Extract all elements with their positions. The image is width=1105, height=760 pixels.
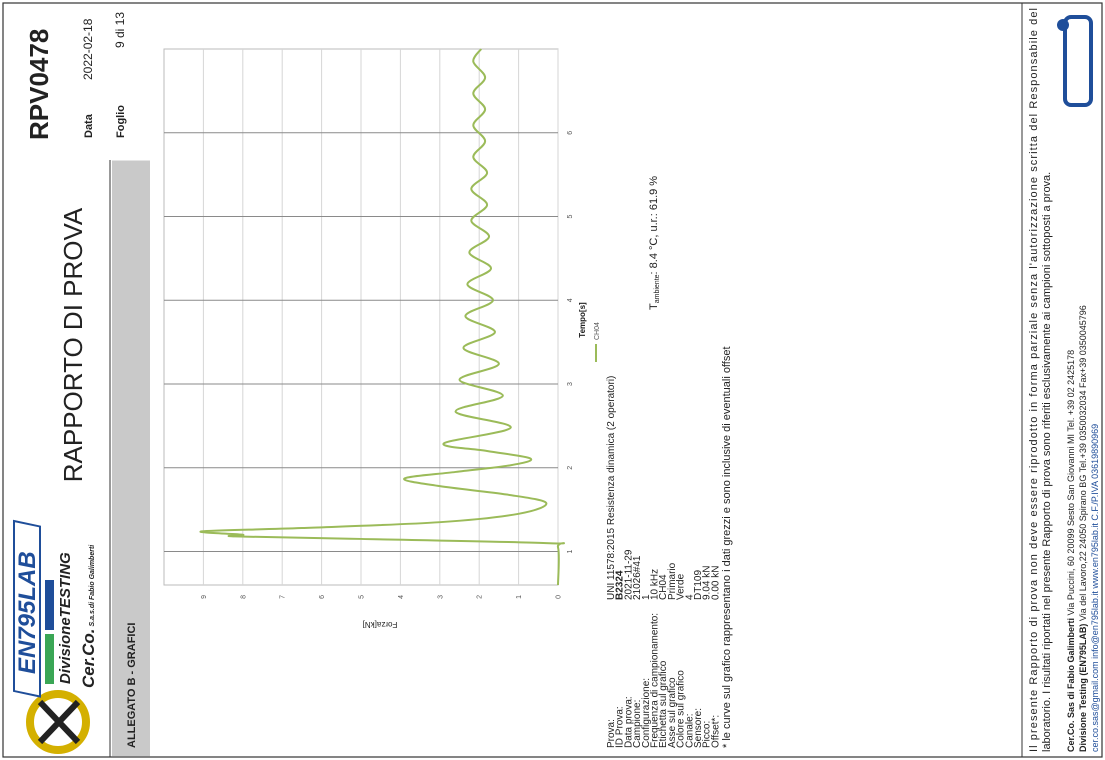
y-tick-label: 6 [319, 595, 326, 599]
x-tick-label: 1 [567, 549, 574, 553]
accreditation-dot [1057, 19, 1069, 31]
info-value: DT109 [693, 570, 704, 600]
footer-line: Divisione Testing (EN795LAB) Via del Lav… [1078, 305, 1088, 752]
sheet: 9 di 13 [113, 12, 127, 48]
x-tick-label: 2 [567, 466, 574, 470]
logo-company: Cer.Co.S.a.s.di Fabio Galimberti [79, 544, 98, 688]
y-tick-label: 0 [556, 595, 563, 599]
info-label: ID Prova: [615, 706, 626, 748]
logo-company-a: Cer.Co. [79, 628, 98, 688]
legend-label: CH04 [594, 322, 601, 340]
info-value: Verde [676, 573, 687, 600]
logo-brand: EN795LAB [14, 551, 41, 674]
y-tick-label: 7 [280, 595, 287, 599]
info-value: 2021-11-29 [623, 549, 634, 600]
y-tick-label: 4 [398, 595, 405, 599]
disclaimer: Il presente Rapporto di prova non deve e… [1028, 8, 1040, 752]
test-info: Tambiente: 8.4 °C, u.r.: 61.9 % Prova: UN… [606, 176, 721, 748]
x-tick-label: 3 [567, 382, 574, 386]
ambient-rest: : 8.4 °C, u.r.: 61.9 % [648, 176, 660, 275]
y-tick-label: 2 [477, 595, 484, 599]
logo-ring [26, 690, 90, 754]
info-label: Offset*: [710, 715, 721, 748]
info-value: B2324 [615, 570, 626, 600]
doc-title: RAPPORTO DI PROVA [58, 207, 88, 482]
x-tick-label: 4 [567, 298, 574, 302]
footer-rest: Via Puccini, 60 20099 Sesto San Giovanni… [1066, 350, 1076, 616]
ambient-subscript: ambiente [654, 274, 661, 303]
y-tick-label: 1 [516, 595, 523, 599]
info-label: Configurazione: [641, 678, 652, 748]
y-tick-label: 9 [201, 595, 208, 599]
info-label: Frequenza di campionamento: [650, 613, 661, 748]
disclaimer: laboratorio. I risultati riportati nel p… [1041, 172, 1053, 752]
y-tick-label: 5 [359, 595, 366, 599]
info-value: 21026#41 [632, 555, 643, 600]
footer-bold: Divisione Testing (EN795LAB) [1078, 624, 1088, 752]
accreditation-shape [1063, 15, 1093, 107]
footer-line: Cer.Co. Sas di Fabio Galimberti Via Pucc… [1066, 350, 1076, 752]
logo-bar [45, 580, 54, 630]
chart: Forza[kN] Tempo[s] 0 1 2 3 4 5 6 7 8 9 1 2 3 4 5 6 CH04 [163, 48, 601, 629]
x-tick-label: 6 [567, 131, 574, 135]
info-label: Picco: [702, 721, 713, 748]
logo-division-a: Divisione [57, 617, 74, 684]
logo: EN795LAB DivisioneTESTING Cer.Co.S.a.s.d… [13, 519, 98, 754]
data-line [199, 48, 565, 586]
footer-rest: Via del Lavoro,22 24050 Spirano BG Tel.+… [1078, 305, 1088, 621]
ambient-symbol: T [648, 303, 660, 310]
x-axis-label: Tempo[s] [578, 302, 587, 338]
info-value: UNI 11578:2015 Resistenza dinamica (2 op… [606, 376, 617, 600]
footer-line: cer.co.sas@gmail.com info@en795lab.it ww… [1090, 424, 1100, 752]
info-value: 10 kHz [650, 569, 661, 600]
sheet-label: Foglio [115, 105, 127, 138]
note: * le curve sul grafico rappresentano i d… [721, 346, 733, 748]
ambient: Tambiente: 8.4 °C, u.r.: 61.9 % [648, 176, 661, 310]
date: 2022-02-18 [81, 18, 95, 80]
footer-bold: Cer.Co. Sas di Fabio Galimberti [1066, 618, 1076, 752]
report-id: RPV0478 [24, 29, 54, 140]
info-label: Data prova: [623, 696, 634, 748]
info-label: Sensore: [693, 708, 704, 748]
info-value: 9.04 kN [702, 566, 713, 600]
accreditation-logo [1057, 15, 1093, 107]
date-label: Data [83, 113, 95, 138]
info-label: Campione: [632, 700, 643, 748]
section-band [112, 160, 150, 757]
info-label: Etichetta sul grafico [658, 660, 669, 748]
info-label: Canale: [684, 714, 695, 748]
section-title: ALLEGATO B - GRAFICI [126, 623, 138, 748]
info-value: 1 [641, 594, 652, 600]
logo-division: DivisioneTESTING [57, 552, 74, 684]
y-tick-label: 8 [240, 595, 247, 599]
info-value: CH04 [658, 574, 669, 600]
logo-bar [45, 634, 54, 684]
logo-box [13, 519, 41, 698]
logo-company-b: S.a.s.di Fabio Galimberti [89, 544, 96, 627]
info-label: Asse sul grafico [667, 677, 678, 748]
logo-cross [37, 699, 81, 745]
info-label: Prova: [606, 719, 617, 748]
info-label: Colore sul grafico [676, 670, 687, 748]
info-value: Primario [667, 562, 678, 600]
y-axis-label: Forza[kN] [363, 620, 398, 629]
x-tick-label: 5 [567, 214, 574, 218]
info-value: 0.00 kN [710, 566, 721, 600]
y-tick-label: 3 [437, 595, 444, 599]
logo-division-b: TESTING [57, 552, 74, 617]
info-value: 4 [684, 594, 695, 600]
